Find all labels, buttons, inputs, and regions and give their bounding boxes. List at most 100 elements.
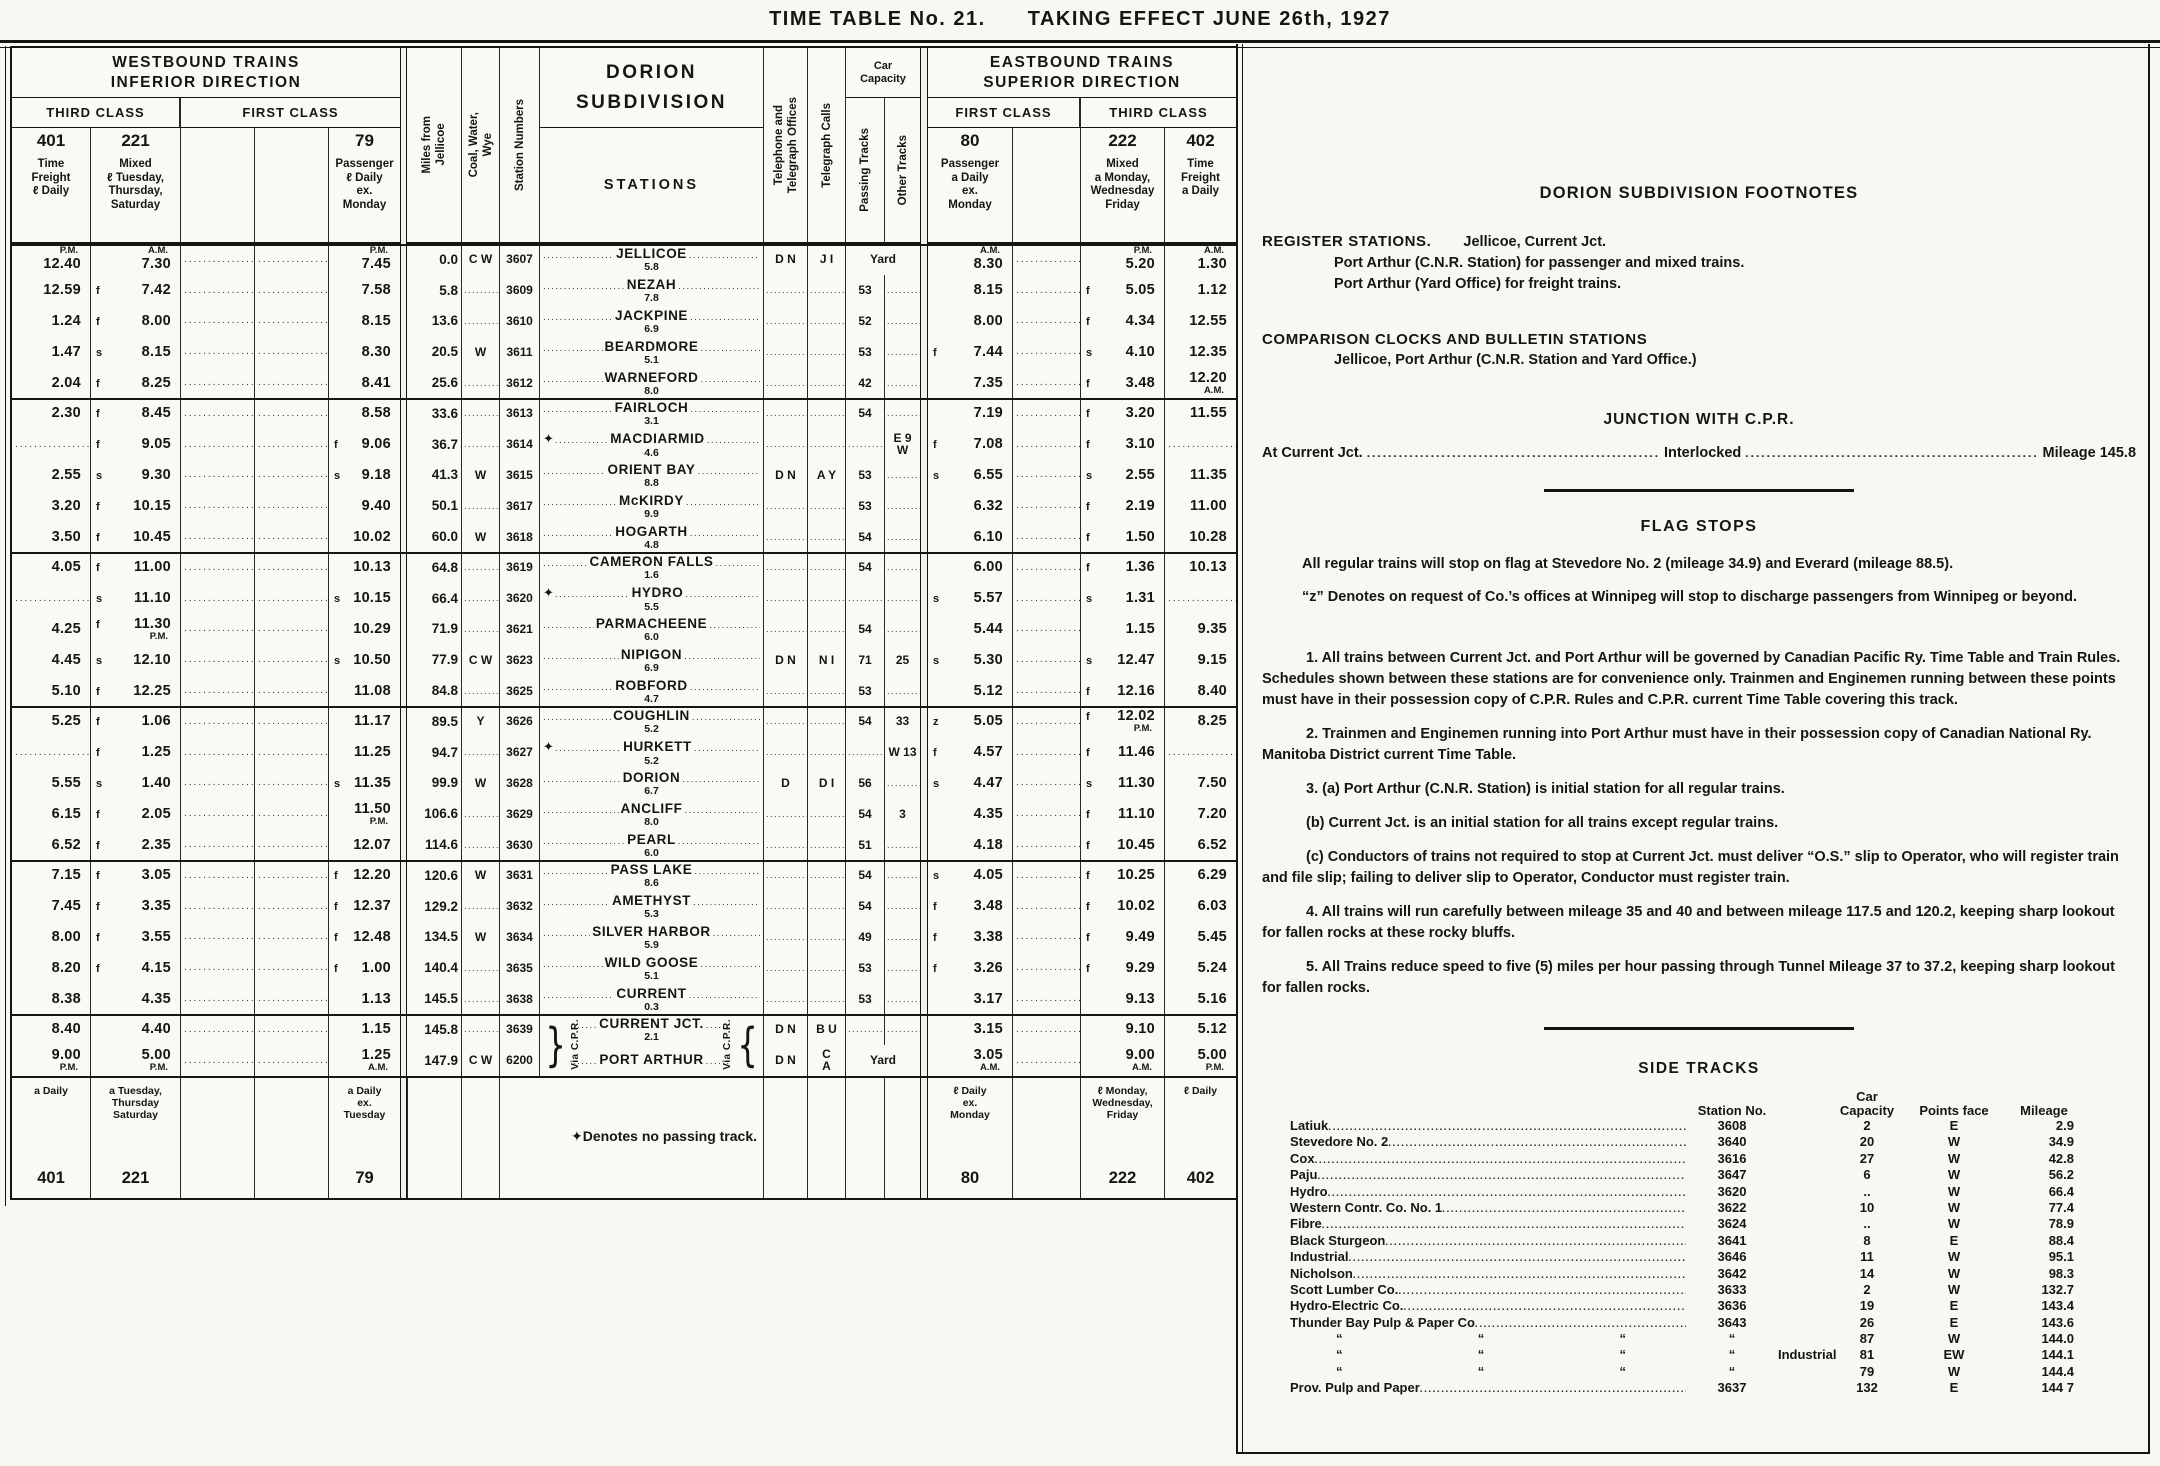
side-track-station-no: 3641 — [1717, 1232, 1747, 1248]
other-tracks-cell: ........................................… — [884, 582, 920, 614]
telephone-column-header: Telephone and Telegraph Offices — [763, 48, 807, 244]
schedule-time-cell: 1.12 — [1164, 274, 1236, 306]
footer-filler-cell — [499, 1075, 539, 1198]
schedule-time-cell: f 3.35 — [90, 890, 180, 922]
miles-cell: 77.9 — [431, 652, 458, 668]
schedule-time-cell: f 4.34 — [1080, 305, 1164, 337]
empty-schedule-cell: ........................................… — [254, 644, 328, 676]
schedule-time-cell: P.M. 12.40 — [43, 245, 81, 273]
telegraph-call-cell: N I — [807, 644, 845, 676]
schedule-time-cell: 10.13 — [1164, 551, 1236, 583]
schedule-time-cell: 10.13 — [328, 551, 400, 583]
side-track-points-face: E — [1949, 1298, 1959, 1314]
passing-tracks-cell: 53 — [845, 459, 884, 491]
coal-water-cell: W — [461, 336, 499, 368]
train-401-footnote: a Daily 401 — [34, 1084, 68, 1187]
side-track-row: Industrial..............................… — [1290, 1249, 2090, 1265]
schedule-time-cell: 5.00 P.M. — [90, 1044, 180, 1076]
westbound-header: WESTBOUND TRAINS INFERIOR DIRECTION — [12, 48, 400, 98]
train-222-descriptor: Mixed a Monday, Wednesday Friday — [1080, 154, 1164, 244]
footnotes-panel: DORION SUBDIVISION FOOTNOTES REGISTER ST… — [1262, 46, 2136, 1397]
side-track-mileage: 56.2 — [2048, 1167, 2074, 1183]
telephone-office-cell: D — [763, 767, 807, 799]
side-track-name: Industrial..............................… — [1290, 1249, 1686, 1265]
train-221-descriptor: Mixed ℓ Tuesday, Thursday, Saturday — [90, 154, 180, 244]
schedule-time-cell: A.M. 1.30 — [1164, 244, 1236, 275]
schedule-time-cell: f 3.20 — [1080, 397, 1164, 429]
schedule-time-cell: s 12.47 — [1080, 644, 1164, 676]
telephone-office-cell: D N — [763, 1013, 807, 1045]
other-tracks-cell: ........................................… — [884, 859, 920, 891]
empty-schedule-cell: ........................................… — [254, 859, 328, 891]
passing-tracks-cell: 54 — [845, 397, 884, 429]
passing-tracks-cell: ........................................… — [845, 582, 884, 614]
telegraph-calls-column-header: Telegraph Calls — [807, 48, 845, 244]
schedule-time-cell: ........................................… — [1164, 736, 1236, 768]
telephone-office-cell: ........................................… — [763, 367, 807, 398]
passing-tracks-cell: 53 — [845, 952, 884, 984]
side-track-mileage: 98.3 — [2048, 1265, 2074, 1281]
side-track-station-no: “ — [1728, 1347, 1736, 1363]
schedule-time-cell: 8.00 — [973, 312, 1003, 329]
empty-schedule-cell: ........................................… — [254, 428, 328, 460]
dot-leader: ........................................… — [1366, 446, 1660, 460]
side-track-points-face: E — [1949, 1232, 1959, 1248]
schedule-time-cell: 5.10 — [51, 682, 81, 699]
passing-tracks-cell: 49 — [845, 921, 884, 953]
side-track-mileage: 2.9 — [2055, 1118, 2074, 1133]
telegraph-call-cell: B U — [807, 1013, 845, 1045]
column-separator — [400, 48, 407, 1198]
schedule-time-cell: f 1.36 — [1080, 551, 1164, 583]
schedule-time-cell: 4.40 — [90, 1013, 180, 1045]
schedule-time-cell: 4.45 — [51, 651, 81, 668]
schedule-time-cell: s 8.15 — [90, 336, 180, 368]
train-descriptor-blank — [180, 154, 254, 244]
other-tracks-column-header: Other Tracks — [884, 98, 920, 244]
telephone-office-cell: ........................................… — [763, 829, 807, 860]
schedule-time-cell: 3.15 — [973, 1021, 1003, 1038]
side-track-name: Paju....................................… — [1290, 1167, 1686, 1183]
side-track-row: Stevedore No. 2.........................… — [1290, 1134, 2090, 1150]
miles-cell: 33.6 — [431, 405, 458, 421]
empty-schedule-cell: ........................................… — [1012, 705, 1080, 737]
station-number-cell: 3609 — [499, 274, 539, 306]
side-track-row: ““““87 W 144.0 — [1290, 1331, 2090, 1347]
empty-schedule-cell: ........................................… — [254, 767, 328, 799]
empty-schedule-cell: ........................................… — [1012, 890, 1080, 922]
schedule-time-cell: f 3.38 — [933, 928, 1003, 945]
miles-cell: 145.5 — [424, 991, 458, 1007]
right-page-edge — [2148, 44, 2150, 1454]
eastbound-first-class-label: FIRST CLASS — [928, 98, 1080, 128]
train-descriptor-blank — [254, 154, 328, 244]
side-track-station-no: 3640 — [1717, 1134, 1747, 1150]
empty-schedule-cell: ........................................… — [254, 244, 328, 275]
passing-tracks-column-header: Passing Tracks — [845, 98, 884, 244]
side-track-row: Latiuk..................................… — [1290, 1118, 2090, 1134]
register-line: Port Arthur (C.N.R. Station) for passeng… — [1334, 255, 1745, 271]
empty-schedule-cell: ........................................… — [254, 1013, 328, 1045]
side-track-mileage: 78.9 — [2048, 1216, 2074, 1232]
telephone-office-cell: ........................................… — [763, 521, 807, 552]
side-track-mileage: 132.7 — [2041, 1281, 2074, 1297]
schedule-time-cell: A.M. 7.30 — [90, 244, 180, 275]
passing-tracks-cell: ........................................… — [845, 736, 884, 768]
empty-schedule-cell: ........................................… — [180, 367, 254, 398]
side-track-row: ““““79 W 144.4 — [1290, 1364, 2090, 1380]
westbound-first-class-label: FIRST CLASS — [180, 98, 400, 128]
schedule-time-cell: 5.44 — [973, 620, 1003, 637]
telephone-office-cell: ........................................… — [763, 336, 807, 368]
station-numbers-column-header: Station Numbers — [499, 48, 539, 244]
station-number-cell: 3617 — [499, 490, 539, 522]
station-number-cell: 3634 — [499, 921, 539, 953]
schedule-time-cell: f 12.16 — [1080, 675, 1164, 706]
station-number-cell: 3626 — [499, 705, 539, 737]
side-track-car-capacity: 20 — [1859, 1134, 1875, 1150]
telegraph-call-cell: C A — [807, 1044, 845, 1076]
schedule-time-cell: 9.00 P.M. — [51, 1047, 81, 1074]
register-stations-section: REGISTER STATIONS. Jellicoe, Current Jct.… — [1262, 231, 2136, 295]
station-name-cell: ✦.......................................… — [539, 582, 763, 614]
schedule-time-cell: 7.45 — [51, 898, 81, 915]
car-capacity-header: Car Capacity — [845, 48, 920, 98]
side-track-name: Latiuk..................................… — [1290, 1118, 1686, 1133]
schedule-time-cell: 11.08 — [328, 675, 400, 706]
